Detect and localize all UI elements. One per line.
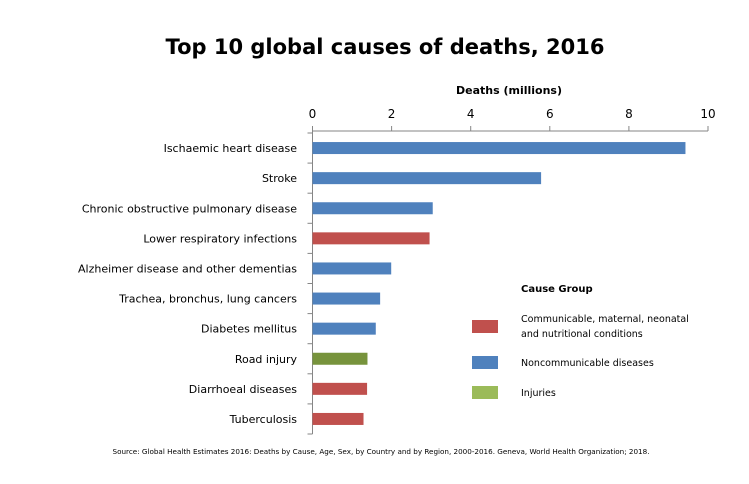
legend-label: Injuries — [521, 388, 556, 399]
legend-label: Communicable, maternal, neonatal — [521, 314, 689, 325]
chart-title: Top 10 global causes of deaths, 2016 — [166, 35, 605, 59]
category-label: Stroke — [262, 172, 297, 185]
bar — [312, 292, 381, 305]
category-label: Diabetes mellitus — [201, 323, 297, 336]
bar — [312, 382, 368, 395]
x-tick-label: 0 — [309, 107, 317, 121]
category-label: Road injury — [235, 353, 298, 366]
category-label: Ischaemic heart disease — [164, 142, 298, 155]
bar — [312, 412, 364, 425]
legend: Cause Group Communicable, maternal, neon… — [472, 284, 689, 399]
category-label: Tuberculosis — [229, 413, 298, 426]
legend-swatch — [472, 356, 498, 369]
bar — [312, 262, 392, 275]
category-label: Lower respiratory infections — [143, 232, 297, 245]
bars: Ischaemic heart disease Stroke Chronic obs… — [78, 142, 686, 426]
x-tick-label: 6 — [546, 107, 554, 121]
category-label: Alzheimer disease and other dementias — [78, 262, 297, 275]
x-tick-label: 2 — [388, 107, 396, 121]
legend-swatch — [472, 386, 498, 399]
legend-swatch — [472, 320, 498, 333]
x-tick-label: 4 — [467, 107, 475, 121]
bar — [312, 202, 433, 215]
legend-label: Noncommunicable diseases — [521, 358, 654, 369]
source-note: Source: Global Health Estimates 2016: De… — [113, 447, 650, 456]
bar — [312, 142, 686, 155]
bar — [312, 352, 368, 365]
category-label: Chronic obstructive pulmonary disease — [82, 202, 297, 215]
bar — [312, 232, 430, 245]
category-label: Trachea, bronchus, lung cancers — [118, 293, 297, 306]
legend-label: and nutritional conditions — [521, 329, 643, 340]
bar — [312, 322, 376, 335]
bar — [312, 172, 542, 185]
x-tick-label: 8 — [625, 107, 633, 121]
x-axis-title: Deaths (millions) — [456, 84, 562, 97]
legend-title: Cause Group — [521, 284, 593, 295]
category-label: Diarrhoeal diseases — [189, 383, 297, 396]
x-tick-label: 10 — [700, 107, 715, 121]
